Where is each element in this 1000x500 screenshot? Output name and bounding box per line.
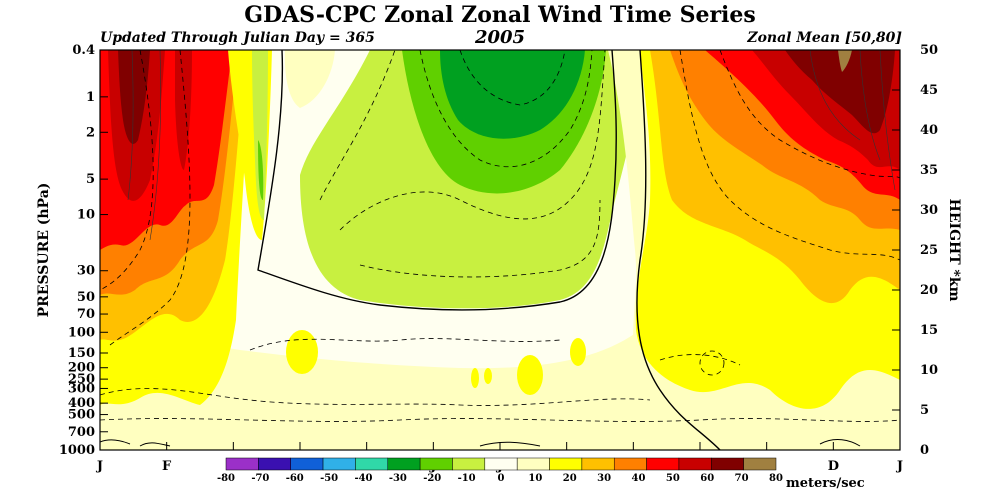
height-tick-label: 45 bbox=[920, 83, 938, 98]
pressure-tick-label: 1000 bbox=[59, 443, 95, 458]
height-tick-label: 5 bbox=[920, 403, 929, 418]
height-tick-label: 25 bbox=[920, 243, 938, 258]
surface-contour bbox=[100, 439, 861, 447]
pressure-tick-label: 70 bbox=[77, 307, 95, 322]
colorbar-label: -30 bbox=[389, 473, 407, 484]
contour-fill-10-20-blob-aug-b bbox=[570, 338, 586, 366]
colorbar-label: -20 bbox=[423, 473, 441, 484]
pressure-tick-label: 30 bbox=[77, 264, 95, 279]
pressure-tick-label: 700 bbox=[68, 425, 95, 440]
month-tick-label: D bbox=[828, 459, 839, 474]
pressure-tick-label: 500 bbox=[68, 408, 95, 423]
colorbar-label: 60 bbox=[700, 473, 714, 484]
dashed-isotachs bbox=[100, 50, 900, 422]
colorbar-swatch bbox=[581, 457, 615, 471]
contour-fill-60-70-jan-a bbox=[118, 50, 150, 144]
colorbar-units: meters/sec bbox=[786, 476, 865, 491]
height-tick-label: 30 bbox=[920, 203, 938, 218]
colorbar-swatch bbox=[258, 457, 291, 471]
contour-fill-10-20-blob-jul-b bbox=[484, 368, 492, 384]
contour-fill-neg10-mar bbox=[252, 50, 268, 220]
colorbar-swatch bbox=[355, 457, 389, 471]
pressure-tick-label: 200 bbox=[68, 361, 95, 376]
colorbar-swatch bbox=[743, 457, 777, 471]
subtitle-left: Updated Through Julian Day = 365 bbox=[100, 30, 375, 46]
pressure-tick-label: 50 bbox=[77, 290, 95, 305]
chart-title: GDAS-CPC Zonal Zonal Wind Time Series bbox=[244, 2, 756, 28]
height-tick-label: 50 bbox=[920, 43, 938, 58]
colorbar-swatch bbox=[452, 457, 486, 471]
height-tick-label: 15 bbox=[920, 323, 938, 338]
colorbar-label: -80 bbox=[217, 473, 235, 484]
contour-fill-neg30-summer bbox=[440, 50, 585, 139]
colorbar-label: 50 bbox=[666, 473, 680, 484]
colorbar-label: 0 bbox=[498, 473, 505, 484]
colorbar-swatch bbox=[549, 457, 583, 471]
colorbar-label: -50 bbox=[320, 473, 338, 484]
pressure-tick-label: 300 bbox=[68, 381, 95, 396]
contour-fill-10-20-blob-aug bbox=[517, 355, 543, 395]
colorbar: -80 -70 -60 -50 -40 -30 -20 -10 0 10 20 30 40 50 60 70 8… bbox=[217, 457, 783, 484]
pressure-tick-label: 5 bbox=[86, 172, 95, 187]
colorbar-label: 20 bbox=[563, 473, 577, 484]
colorbar-label: 40 bbox=[632, 473, 646, 484]
colorbar-label: -60 bbox=[286, 473, 304, 484]
zero-contour-fall bbox=[636, 50, 721, 450]
colorbar-swatch bbox=[225, 457, 259, 471]
contour-fill-60-70-fall bbox=[785, 50, 895, 134]
colorbar-swatch bbox=[516, 457, 550, 471]
pressure-axis-title: PRESSURE (hPa) bbox=[36, 183, 52, 318]
height-tick-label: 35 bbox=[920, 163, 938, 178]
colorbar-swatch bbox=[484, 457, 518, 471]
pressure-tick-label: 2 bbox=[86, 125, 95, 140]
pressure-tick-label: 150 bbox=[68, 346, 95, 361]
contour-fill-70-80-fall bbox=[838, 50, 852, 72]
colorbar-label: -10 bbox=[458, 473, 476, 484]
pressure-tick-label: 10 bbox=[77, 208, 95, 223]
colorbar-swatch bbox=[613, 457, 647, 471]
colorbar-swatch bbox=[711, 457, 744, 471]
colorbar-label: 70 bbox=[735, 473, 749, 484]
contour-fill-neg20-mar bbox=[258, 140, 264, 200]
height-tick-label: 0 bbox=[920, 443, 929, 458]
height-tick-label: 20 bbox=[920, 283, 938, 298]
colorbar-swatch bbox=[419, 457, 453, 471]
colorbar-label: 80 bbox=[769, 473, 783, 484]
colorbar-swatch bbox=[290, 457, 324, 471]
contour-fill-10-20-blob-jul-a bbox=[471, 368, 479, 388]
colorbar-swatch bbox=[678, 457, 712, 471]
height-tick-label: 40 bbox=[920, 123, 938, 138]
pressure-tick-label: 100 bbox=[68, 325, 95, 340]
subtitle-year: 2005 bbox=[474, 27, 526, 48]
colorbar-label: -70 bbox=[251, 473, 269, 484]
colorbar-swatch bbox=[387, 457, 421, 471]
height-axis-title: HEIGHT *km bbox=[946, 199, 962, 302]
subtitle-right: Zonal Mean [50,80] bbox=[747, 30, 902, 46]
jet-contour-lines bbox=[127, 50, 896, 241]
colorbar-label: 30 bbox=[597, 473, 611, 484]
pressure-tick-label: 1 bbox=[86, 90, 95, 105]
zero-contour-summer bbox=[257, 50, 617, 311]
colorbar-swatch bbox=[646, 457, 680, 471]
month-tick-label: J bbox=[96, 459, 103, 474]
colorbar-label: -40 bbox=[354, 473, 372, 484]
month-tick-label: J bbox=[896, 459, 903, 474]
colorbar-label: 10 bbox=[528, 473, 542, 484]
contour-fill-10-20-blob-apr bbox=[286, 330, 318, 374]
colorbar-swatch bbox=[322, 457, 356, 471]
pressure-tick-label: 250 bbox=[68, 372, 95, 387]
month-tick-label: F bbox=[162, 459, 172, 474]
height-tick-label: 10 bbox=[920, 363, 938, 378]
contour-fill-0-10-apr bbox=[284, 50, 335, 108]
pressure-tick-label: 0.4 bbox=[72, 43, 95, 58]
contour-field bbox=[100, 50, 900, 450]
pressure-tick-label: 400 bbox=[68, 396, 95, 411]
